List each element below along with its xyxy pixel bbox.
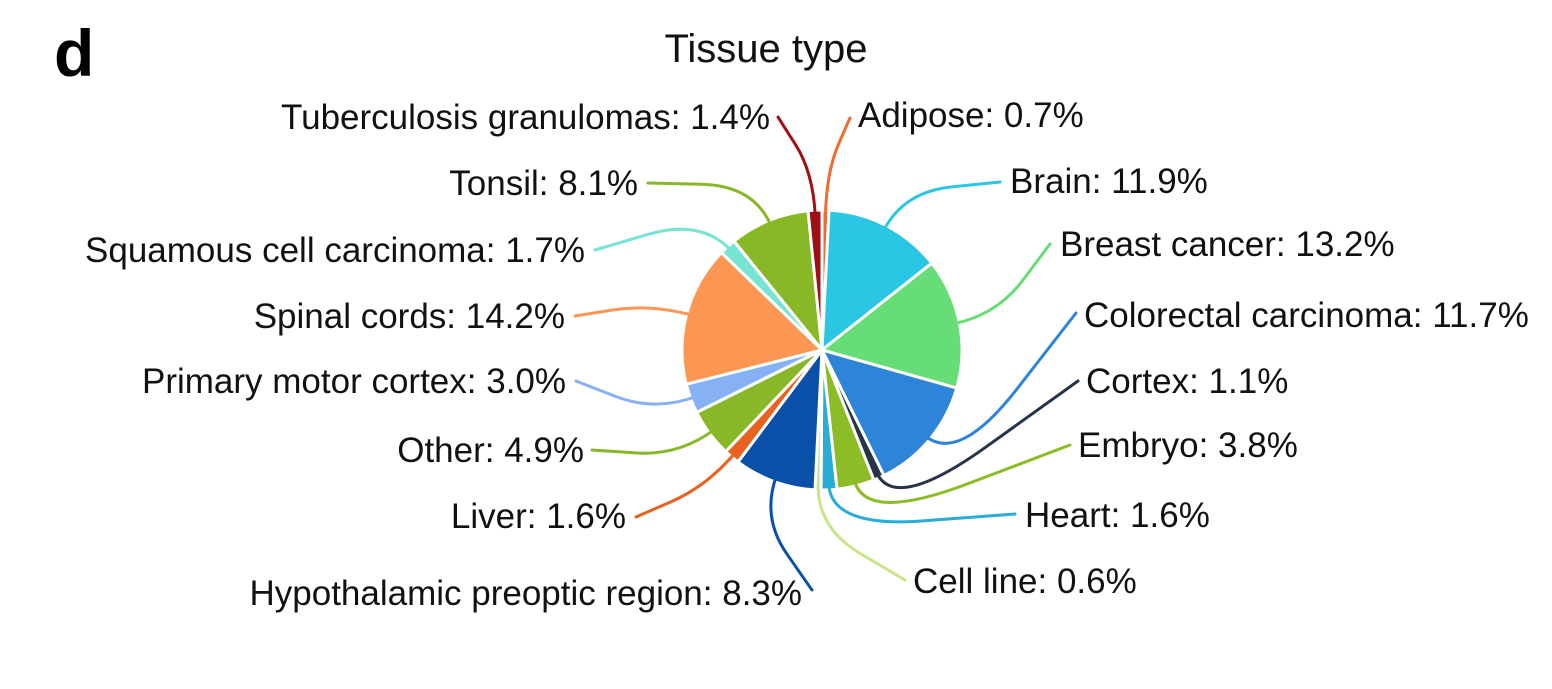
leader-other — [590, 428, 716, 455]
leader-primary-motor-cortex — [574, 379, 698, 406]
leader-spinal-cords — [573, 306, 694, 318]
label-liver: Liver: 1.6% — [451, 497, 626, 536]
leader-liver — [634, 450, 737, 519]
leader-cortex — [875, 379, 1080, 489]
label-spinal-cords: Spinal cords: 14.2% — [254, 297, 565, 336]
leader-colorectal-carcinoma — [923, 311, 1078, 445]
panel-letter: d — [54, 16, 94, 90]
label-heart: Heart: 1.6% — [1025, 496, 1210, 535]
leader-brain — [881, 180, 1002, 233]
leader-embryo — [852, 443, 1072, 504]
label-brain: Brain: 11.9% — [1010, 162, 1208, 201]
leader-breast-cancer — [951, 242, 1052, 326]
label-cell-line: Cell line: 0.6% — [913, 562, 1137, 601]
leader-lines — [573, 115, 1080, 592]
label-colorectal-carcinoma: Colorectal carcinoma: 11.7% — [1084, 296, 1529, 335]
leader-heart — [827, 482, 1017, 524]
leader-cell-line — [816, 482, 907, 582]
leader-tonsil — [646, 181, 773, 228]
leader-hypothalamic-preoptic-region — [769, 474, 814, 592]
label-hypothalamic-preoptic-region: Hypothalamic preoptic region: 8.3% — [249, 574, 802, 613]
leader-squamous-cell-carcinoma — [593, 227, 734, 253]
label-tuberculosis-granulomas: Tuberculosis granulomas: 1.4% — [281, 98, 770, 137]
label-cortex: Cortex: 1.1% — [1086, 362, 1288, 401]
chart-title: Tissue type — [664, 27, 867, 71]
label-primary-motor-cortex: Primary motor cortex: 3.0% — [142, 362, 566, 401]
label-squamous-cell-carcinoma: Squamous cell carcinoma: 1.7% — [85, 231, 585, 270]
pie-slices — [680, 208, 964, 492]
leader-adipose — [823, 116, 852, 218]
label-breast-cancer: Breast cancer: 13.2% — [1060, 225, 1395, 264]
label-embryo: Embryo: 3.8% — [1078, 426, 1298, 465]
leader-tuberculosis-granulomas — [776, 115, 817, 218]
label-adipose: Adipose: 0.7% — [858, 96, 1084, 135]
slice-labels: Adipose: 0.7% Brain: 11.9% Breast cancer: … — [85, 96, 1529, 613]
label-other: Other: 4.9% — [397, 431, 584, 470]
label-tonsil: Tonsil: 8.1% — [449, 164, 638, 203]
